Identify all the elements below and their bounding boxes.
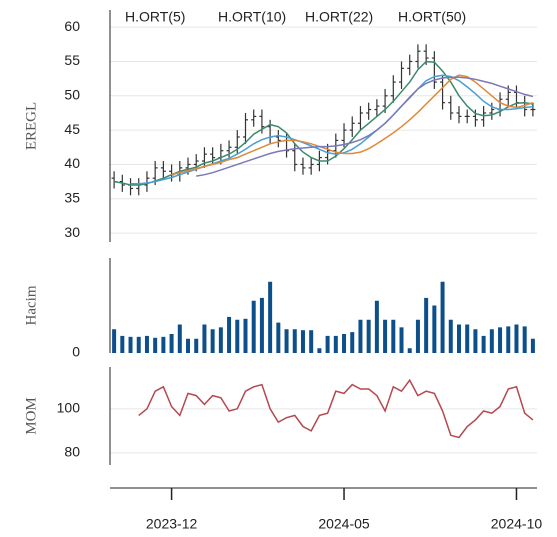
bar: [325, 335, 330, 353]
ma-line: [196, 76, 534, 177]
bar: [284, 329, 289, 353]
y-tick-label: 40: [64, 155, 80, 171]
bar: [506, 326, 511, 353]
bar: [424, 297, 429, 353]
bar: [259, 297, 264, 353]
bar: [481, 335, 486, 353]
bar: [243, 318, 248, 353]
bar: [448, 319, 453, 353]
bar: [432, 305, 437, 353]
bar: [374, 300, 379, 353]
y-tick-label: 0: [72, 344, 80, 360]
mom-line: [138, 378, 534, 439]
x-tick-label: 2023-12: [146, 516, 198, 532]
y-axis-label: Hacim: [23, 285, 39, 325]
bar: [128, 336, 133, 353]
bar: [136, 336, 141, 353]
legend-label: H.ORT(50): [398, 9, 466, 25]
bar: [177, 324, 182, 353]
bar: [465, 324, 470, 353]
bar: [202, 324, 207, 353]
legend-label: H.ORT(10): [218, 9, 286, 25]
bar: [276, 322, 281, 353]
bar: [251, 300, 256, 353]
bar: [235, 319, 240, 353]
y-axis-label: MOM: [23, 397, 39, 435]
bar: [333, 335, 338, 353]
y-tick-label: 50: [64, 87, 80, 103]
bar: [144, 335, 149, 353]
bar: [218, 327, 223, 353]
legend-label: H.ORT(22): [305, 9, 373, 25]
bar: [498, 327, 503, 353]
bar: [473, 329, 478, 353]
bar: [161, 336, 166, 353]
y-tick-label: 30: [64, 224, 80, 240]
bar: [350, 332, 355, 353]
y-tick-label: 100: [57, 400, 81, 416]
y-tick-label: 45: [64, 121, 80, 137]
bar: [522, 326, 527, 353]
bar: [358, 319, 363, 353]
bar: [317, 348, 322, 353]
ma-line: [130, 74, 533, 185]
x-tick-label: 2024-05: [318, 516, 370, 532]
y-tick-label: 60: [64, 18, 80, 34]
legend-label: H.ORT(5): [125, 9, 185, 25]
y-axis-label: EREGL: [23, 102, 39, 150]
bar: [120, 335, 125, 353]
bar: [153, 337, 158, 353]
bar: [227, 316, 232, 353]
bar: [366, 319, 371, 353]
y-tick-label: 80: [64, 444, 80, 460]
bar: [194, 338, 199, 353]
bar: [456, 324, 461, 353]
bar: [210, 329, 215, 353]
bar: [186, 338, 191, 353]
ma-line: [171, 74, 534, 176]
bar: [440, 281, 445, 353]
bar: [489, 329, 494, 353]
bar: [514, 324, 519, 353]
bar: [309, 330, 314, 353]
bar: [415, 319, 420, 353]
ma-line: [113, 60, 534, 186]
bar: [399, 327, 404, 353]
bar: [112, 329, 117, 353]
bar: [407, 348, 412, 353]
bar: [292, 329, 297, 353]
bar: [530, 338, 535, 353]
bar: [300, 330, 305, 353]
y-tick-label: 35: [64, 189, 80, 205]
bar: [268, 281, 273, 353]
bar: [169, 334, 174, 353]
y-tick-label: 55: [64, 52, 80, 68]
x-tick-label: 2024-10: [491, 516, 543, 532]
bar: [383, 319, 388, 353]
bar: [391, 319, 396, 353]
bar: [342, 334, 347, 353]
